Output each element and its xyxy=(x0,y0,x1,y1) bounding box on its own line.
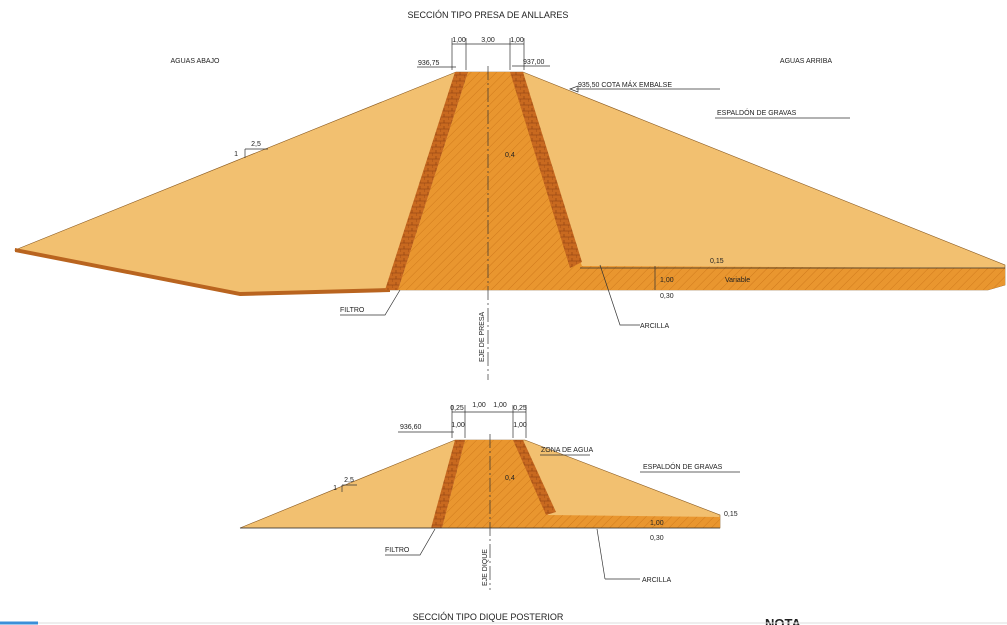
secondary-section: 0,25 1,00 1,00 0,25 1,00 1,00 936,60 ZON… xyxy=(240,402,740,622)
max-level: 935,50 COTA MÁX EMBALSE xyxy=(578,80,672,89)
note: NOTA xyxy=(765,616,801,625)
dimension: 0,25 xyxy=(450,405,464,412)
dimension: 1,00 xyxy=(493,402,507,409)
dimension: 0,15 xyxy=(724,511,738,518)
slope: 1 xyxy=(234,151,238,158)
dimension: 1,00 xyxy=(513,422,527,429)
label: FILTRO xyxy=(340,307,365,314)
label: ARCILLA xyxy=(642,577,672,584)
core-slope: 0,4 xyxy=(505,152,515,159)
dimension: 0,30 xyxy=(650,535,664,542)
label: ZONA DE AGUA xyxy=(541,447,593,454)
main-section: SECCIÓN TIPO PRESA DE ANLLARES AGUAS ABA… xyxy=(15,10,1005,380)
dimension: 1,00 xyxy=(452,37,466,44)
label: AGUAS ABAJO xyxy=(170,58,220,65)
label: EJE DE PRESA xyxy=(479,311,486,362)
dimension: 1,00 xyxy=(660,277,674,284)
slope: 2,5 xyxy=(251,141,261,148)
dimension: Variable xyxy=(725,277,750,284)
dimension: 0,25 xyxy=(513,405,527,412)
label: ESPALDÓN DE GRAVAS xyxy=(643,462,723,471)
label: FILTRO xyxy=(385,547,410,554)
dimension: 0,15 xyxy=(710,258,724,265)
title: SECCIÓN TIPO PRESA DE ANLLARES xyxy=(408,10,569,20)
label: ESPALDÓN DE GRAVAS xyxy=(717,108,797,117)
dimension: 1,00 xyxy=(650,520,664,527)
slope: 1 xyxy=(333,485,337,492)
drawing: SECCIÓN TIPO PRESA DE ANLLARES AGUAS ABA… xyxy=(0,0,1007,625)
dimension: 3,00 xyxy=(481,37,495,44)
dimension: 1,00 xyxy=(472,402,486,409)
dimension: 1,00 xyxy=(510,37,524,44)
dimension: 0,30 xyxy=(660,293,674,300)
label: EJE DIQUE xyxy=(482,549,489,586)
slope: 2,5 xyxy=(344,477,354,484)
elevation: 936,75 xyxy=(418,60,440,67)
elevation: 936,60 xyxy=(400,424,422,431)
title: SECCIÓN TIPO DIQUE POSTERIOR xyxy=(413,612,564,622)
label: AGUAS ARRIBA xyxy=(780,58,832,65)
label: ARCILLA xyxy=(640,323,670,330)
core-slope: 0,4 xyxy=(505,475,515,482)
dimension: 1,00 xyxy=(451,422,465,429)
elevation: 937,00 xyxy=(523,59,545,66)
